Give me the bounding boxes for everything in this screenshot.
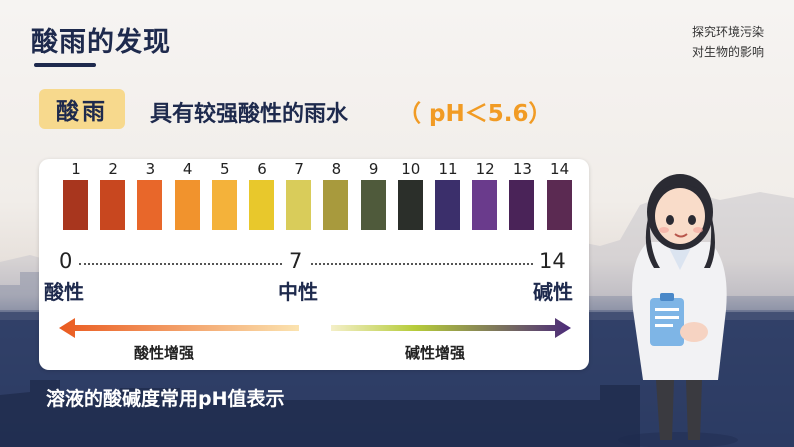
acidity-arrows (59, 318, 571, 338)
ph-number-12: 12 (475, 160, 495, 178)
ph-swatch-4 (174, 180, 200, 230)
ph-number-6: 6 (257, 160, 267, 178)
ph-swatch-5 (211, 180, 237, 230)
ph-swatch-10 (397, 180, 423, 230)
topic-line-2: 对生物的影响 (691, 45, 764, 59)
ph-number-1: 1 (71, 160, 81, 178)
ph-number-9: 9 (368, 160, 379, 178)
ph-swatch-14 (546, 180, 572, 230)
label-base: 碱性 (533, 280, 573, 304)
ph-swatch-2 (100, 180, 126, 230)
ph-number-13: 13 (512, 160, 532, 178)
ph-swatch-8 (323, 180, 349, 230)
scale-start-number: 0 (59, 249, 73, 273)
ph-number-5: 5 (220, 160, 230, 178)
ph-number-10: 10 (401, 160, 421, 178)
scale-mid-number: 7 (289, 249, 303, 273)
ph-number-11: 11 (438, 160, 458, 178)
topic-label: 探究环境污染 对生物的影响 (692, 22, 764, 62)
definition-text: 具有较强酸性的雨水 (150, 102, 349, 127)
base-arrow (331, 318, 571, 338)
ph-number-2: 2 (108, 160, 118, 178)
ph-number-3: 3 (145, 160, 156, 178)
base-increase-label: 碱性增强 (405, 344, 466, 362)
ph-swatch-13 (509, 180, 535, 230)
ph-swatch-3 (137, 180, 163, 230)
ph-number-7: 7 (294, 160, 304, 178)
acid-arrow (59, 318, 299, 338)
label-acid: 酸性 (44, 280, 84, 304)
scale-end-number: 14 (539, 249, 566, 273)
term-tag: 酸雨 (39, 89, 125, 129)
caption: 溶液的酸碱度常用pH值表示 (46, 388, 285, 410)
ph-number-8: 8 (331, 160, 342, 178)
ph-swatch-6 (249, 180, 274, 230)
scientist-character-icon (618, 174, 738, 447)
ph-number-14: 14 (550, 160, 570, 178)
topic-line-1: 探究环境污染 (691, 25, 764, 39)
title-underline (34, 63, 96, 67)
ph-swatch-11 (435, 180, 460, 230)
ph-number-4: 4 (182, 160, 193, 178)
ph-scale-card: 1 2 3 4 5 6 7 8 9 10 11 12 13 14 0 7 14 酸性 中性 碱性 (39, 159, 589, 370)
scale-dotted-line-left (79, 263, 282, 265)
scale-dotted-line-right (311, 263, 533, 265)
ph-swatch-9 (360, 180, 386, 230)
ph-swatch-1 (63, 180, 88, 230)
acid-increase-label: 酸性增强 (134, 344, 195, 362)
page-title: 酸雨的发现 (31, 27, 171, 58)
label-neutral: 中性 (278, 280, 318, 304)
ph-swatch-7 (286, 180, 312, 230)
ph-threshold: （ pH＜5.6） (398, 101, 552, 127)
ph-swatch-12 (472, 180, 498, 230)
